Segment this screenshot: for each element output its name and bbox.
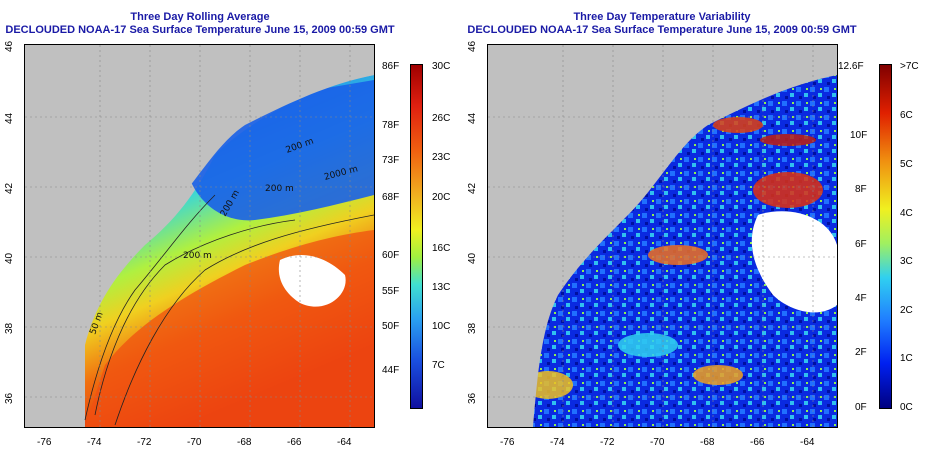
gulf-of-maine-cold-water (185, 80, 374, 221)
lat-tick: 42 (4, 182, 15, 194)
colorbar-tick-f: 55F (382, 286, 400, 297)
colorbar-tick-f: 6F (855, 239, 867, 250)
lat-tick: 38 (467, 322, 478, 334)
land-nova-scotia (728, 45, 837, 90)
colorbar-tick-f: 73F (382, 155, 400, 166)
land-mainland (488, 45, 837, 427)
land-nova-scotia (265, 45, 374, 90)
sst-colorbar (410, 64, 423, 409)
lon-tick: -66 (750, 437, 765, 448)
colorbar-tick-f: 68F (382, 192, 400, 203)
lon-tick: -76 (37, 437, 52, 448)
colorbar-tick-f: 60F (382, 250, 400, 261)
lat-tick: 36 (467, 392, 478, 404)
colorbar-tick-c: 16C (432, 243, 451, 254)
colorbar-tick-c: 13C (432, 282, 451, 293)
colorbar-tick-c: 5C (900, 159, 913, 170)
contour-label: 200 m (183, 251, 212, 261)
colorbar-tick-c: 20C (432, 192, 451, 203)
lat-tick: 36 (4, 392, 15, 404)
colorbar-tick-f: 0F (855, 402, 867, 413)
lon-tick: -70 (650, 437, 665, 448)
contour-50m (84, 194, 216, 421)
colorbar-tick-c: 10C (432, 321, 451, 332)
lon-tick: -66 (287, 437, 302, 448)
colorbar-tick-f: 10F (850, 130, 868, 141)
land-mainland (25, 45, 374, 427)
left-panel-subtitle: DECLOUDED NOAA-17 Sea Surface Temperatur… (5, 24, 395, 36)
colorbar-tick-c: 4C (900, 208, 913, 219)
colorbar-tick-f: 86F (382, 61, 400, 72)
colorbar-tick-f: 78F (382, 120, 400, 131)
lon-tick: -64 (800, 437, 815, 448)
contour-200m (94, 219, 296, 416)
colorbar-tick-c: 1C (900, 353, 913, 364)
lat-tick: 46 (467, 40, 478, 52)
colorbar-tick-c: 6C (900, 110, 913, 121)
contour-label: 200 m (265, 184, 294, 194)
colorbar-tick-c: 2C (900, 305, 913, 316)
lon-tick: -68 (700, 437, 715, 448)
right-panel-title: Three Day Temperature Variability (573, 11, 751, 23)
colorbar-tick-f: 4F (855, 293, 867, 304)
colorbar-tick-c: 7C (432, 360, 445, 371)
lat-tick: 42 (467, 182, 478, 194)
colorbar-tick-f: 12.6F (838, 61, 864, 72)
colorbar-tick-c: 30C (432, 61, 451, 72)
left-panel-title: Three Day Rolling Average (130, 11, 270, 23)
lon-tick: -72 (600, 437, 615, 448)
lat-tick: 40 (4, 252, 15, 264)
colorbar-tick-f: 50F (382, 321, 400, 332)
colorbar-tick-c: >7C (900, 61, 919, 72)
lat-tick: 44 (467, 112, 478, 124)
variability-hotspots (523, 117, 823, 399)
lat-tick: 40 (467, 252, 478, 264)
lat-tick: 46 (4, 40, 15, 52)
colorbar-tick-f: 44F (382, 365, 400, 376)
lon-tick: -74 (550, 437, 565, 448)
lon-tick: -72 (137, 437, 152, 448)
lat-tick: 38 (4, 322, 15, 334)
lon-tick: -64 (337, 437, 352, 448)
cloud-masked-area (751, 211, 837, 313)
colorbar-tick-f: 8F (855, 184, 867, 195)
lon-tick: -74 (87, 437, 102, 448)
variability-colorbar (879, 64, 892, 409)
lon-tick: -76 (500, 437, 515, 448)
lon-tick: -68 (237, 437, 252, 448)
right-variability-map (487, 44, 838, 428)
colorbar-tick-c: 26C (432, 113, 451, 124)
lon-tick: -70 (187, 437, 202, 448)
left-sst-map: 200 m 200 m 2000 m 200 m 200 m 50 m (24, 44, 375, 428)
colorbar-tick-c: 3C (900, 256, 913, 267)
contour-2000m (114, 214, 374, 426)
lat-tick: 44 (4, 112, 15, 124)
colorbar-tick-c: 23C (432, 152, 451, 163)
colorbar-tick-f: 2F (855, 347, 867, 358)
colorbar-tick-c: 0C (900, 402, 913, 413)
right-panel-subtitle: DECLOUDED NOAA-17 Sea Surface Temperatur… (467, 24, 857, 36)
cloud-masked-area (278, 255, 346, 307)
